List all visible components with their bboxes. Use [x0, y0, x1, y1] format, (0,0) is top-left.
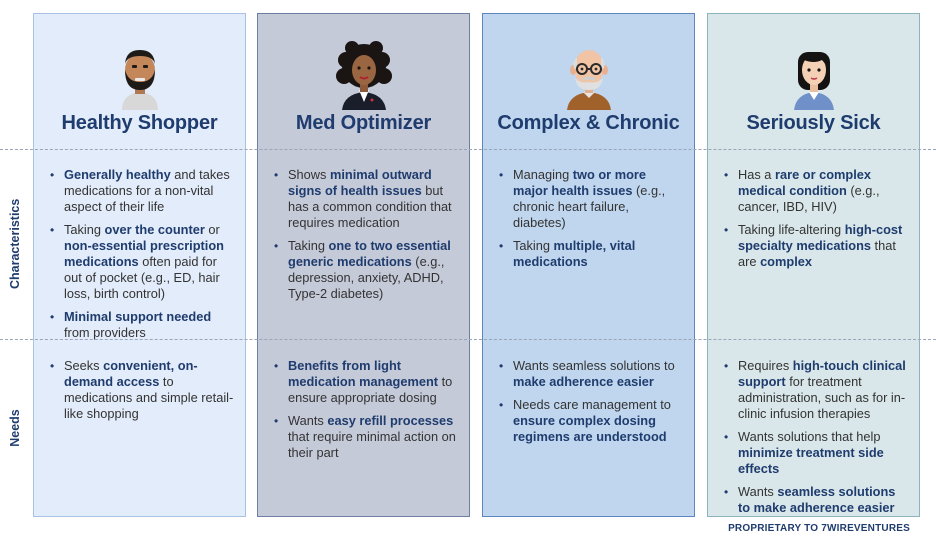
- bullet-emphasis: Minimal support needed: [64, 309, 212, 324]
- column-title: Healthy Shopper: [61, 112, 218, 134]
- bullet-text: from providers: [64, 325, 146, 340]
- bullet-emphasis: Generally healthy: [64, 167, 171, 182]
- persona-column-complex-chronic: Complex & Chronic Managing two or more m…: [482, 13, 695, 517]
- bullet-text: Wants solutions that help: [738, 429, 881, 444]
- needs-list: Wants seamless solutions to make adheren…: [483, 358, 694, 452]
- young-woman-avatar-icon: [793, 52, 834, 110]
- bullet-emphasis: non-essential prescription medications: [64, 238, 224, 269]
- bullet-item: Benefits from light medication managemen…: [274, 358, 459, 406]
- bullet-emphasis: two or more major health issues: [513, 167, 646, 198]
- column-title: Med Optimizer: [295, 112, 432, 134]
- bullet-text: Managing: [513, 167, 573, 182]
- bullet-text: that require minimal action on their par…: [288, 429, 456, 460]
- bullet-emphasis: one to two essential generic medications: [288, 238, 451, 269]
- row-label-needs: Needs: [8, 409, 22, 447]
- bullet-item: Minimal support needed from providers: [50, 309, 235, 341]
- curly-hair-woman-avatar-icon: [335, 41, 392, 110]
- bullet-text: Has a: [738, 167, 775, 182]
- bullet-item: Wants seamless solutions to make adheren…: [499, 358, 684, 390]
- bullet-text: often paid for out of pocket (e.g., ED, …: [64, 254, 220, 301]
- bullet-item: Taking one to two essential generic medi…: [274, 238, 459, 302]
- row-divider-characteristics: [0, 149, 936, 150]
- bullet-item: Has a rare or complex medical condition …: [724, 167, 909, 215]
- bullet-text: Taking: [64, 222, 105, 237]
- bullet-emphasis: easy refill processes: [327, 413, 454, 428]
- bullet-emphasis: Benefits from light medication managemen…: [288, 358, 439, 389]
- bullet-emphasis: make adherence easier: [513, 374, 654, 389]
- bullet-text: Shows: [288, 167, 330, 182]
- bullet-emphasis: multiple, vital medications: [513, 238, 636, 269]
- bullet-item: Taking over the counter or non-essential…: [50, 222, 235, 302]
- bullet-text: Taking: [513, 238, 554, 253]
- bullet-item: Managing two or more major health issues…: [499, 167, 684, 231]
- bullet-text: but has a common condition that requires…: [288, 183, 452, 230]
- bullet-emphasis: high-cost specialty medications: [738, 222, 903, 253]
- characteristics-list: Shows minimal outward signs of health is…: [258, 167, 469, 309]
- persona-column-healthy-shopper: Healthy Shopper Generally healthy and ta…: [33, 13, 246, 517]
- characteristics-list: Has a rare or complex medical condition …: [708, 167, 919, 277]
- bullet-item: Wants easy refill processes that require…: [274, 413, 459, 461]
- bullet-text: (e.g., depression, anxiety, ADHD, Type-2…: [288, 254, 445, 301]
- bullet-item: Shows minimal outward signs of health is…: [274, 167, 459, 231]
- column-title: Complex & Chronic: [497, 112, 680, 134]
- bullet-text: and takes medications for a non-vital as…: [64, 167, 230, 214]
- characteristics-list: Managing two or more major health issues…: [483, 167, 694, 277]
- needs-list: Benefits from light medication managemen…: [258, 358, 469, 468]
- bullet-text: Requires: [738, 358, 793, 373]
- bullet-text: for treatment administration, such as fo…: [738, 374, 906, 421]
- bullet-item: Wants solutions that help minimize treat…: [724, 429, 909, 477]
- bullet-emphasis: minimize treatment side effects: [738, 445, 884, 476]
- needs-list: Requires high-touch clinical support for…: [708, 358, 919, 523]
- row-divider-needs: [0, 339, 936, 340]
- bullet-text: Needs care management to: [513, 397, 671, 412]
- bullet-text: Seeks: [64, 358, 104, 373]
- bullet-text: Wants: [738, 484, 778, 499]
- bullet-text: (e.g., cancer, IBD, HIV): [738, 183, 880, 214]
- persona-column-med-optimizer: Med Optimizer Shows minimal outward sign…: [257, 13, 470, 517]
- bullet-item: Taking multiple, vital medications: [499, 238, 684, 270]
- bullet-emphasis: convenient, on-demand access: [64, 358, 198, 389]
- bullet-item: Taking life-altering high-cost specialty…: [724, 222, 909, 270]
- bullet-emphasis: seamless solutions to make adherence eas…: [738, 484, 896, 515]
- bullet-text: or: [204, 222, 220, 237]
- bullet-item: Wants seamless solutions to make adheren…: [724, 484, 909, 516]
- bullet-emphasis: ensure complex dosing regimens are under…: [513, 413, 667, 444]
- bullet-text: Taking: [288, 238, 329, 253]
- bullet-emphasis: rare or complex medical condition: [738, 167, 872, 198]
- bullet-emphasis: minimal outward signs of health issues: [288, 167, 432, 198]
- bullet-emphasis: over the counter: [104, 222, 205, 237]
- characteristics-list: Generally healthy and takes medications …: [34, 167, 245, 348]
- needs-list: Seeks convenient, on-demand access to me…: [34, 358, 245, 429]
- elderly-man-avatar-icon: [566, 50, 611, 110]
- bullet-text: (e.g., chronic heart failure, diabetes): [513, 183, 666, 230]
- bullet-emphasis: high-touch clinical support: [738, 358, 906, 389]
- bullet-text: Wants seamless solutions to: [513, 358, 675, 373]
- bullet-item: Generally healthy and takes medications …: [50, 167, 235, 215]
- bullet-item: Needs care management to ensure complex …: [499, 397, 684, 445]
- bearded-man-avatar-icon: [121, 50, 158, 110]
- bullet-text: that are: [738, 238, 896, 269]
- bullet-text: to ensure appropriate dosing: [288, 374, 453, 405]
- bullet-item: Seeks convenient, on-demand access to me…: [50, 358, 235, 422]
- persona-column-seriously-sick: Seriously Sick Has a rare or complex med…: [707, 13, 920, 517]
- bullet-item: Requires high-touch clinical support for…: [724, 358, 909, 422]
- row-label-characteristics: Characteristics: [8, 198, 22, 289]
- bullet-text: Wants: [288, 413, 328, 428]
- proprietary-footer: PROPRIETARY TO 7WIREVENTURES: [728, 523, 910, 534]
- column-title: Seriously Sick: [746, 112, 881, 134]
- bullet-emphasis: complex: [760, 254, 812, 269]
- bullet-text: Taking life-altering: [738, 222, 845, 237]
- bullet-text: to medications and simple retail-like sh…: [64, 374, 234, 421]
